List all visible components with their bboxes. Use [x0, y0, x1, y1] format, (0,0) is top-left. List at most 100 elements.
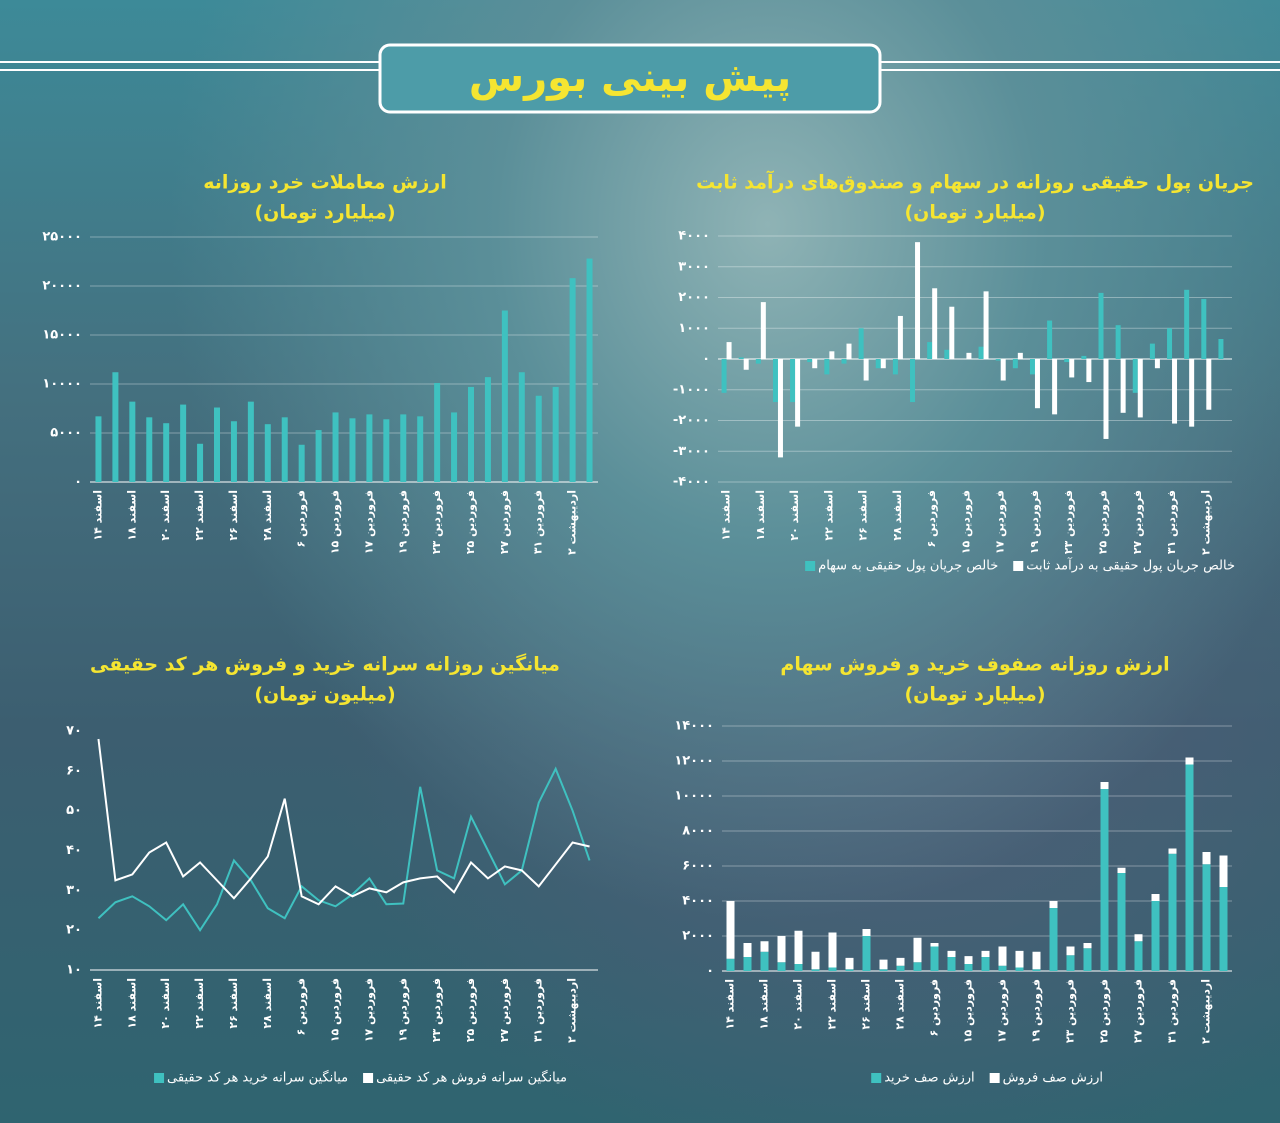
legend-label: خالص جریان پول حقیقی به درآمد ثابت — [1026, 557, 1235, 574]
x-tick-label: فروردین ۶ — [295, 490, 308, 547]
chart-title: ارزش معاملات خرد روزانه — [203, 172, 446, 194]
x-tick-label: فروردین ۶ — [928, 979, 941, 1036]
bar-segment — [981, 950, 990, 957]
bar — [1189, 359, 1195, 427]
bar — [726, 342, 732, 359]
x-tick-label: فروردین ۳۱ — [1166, 979, 1179, 1043]
bar-segment — [1083, 943, 1092, 949]
x-tick-label: فروردین ۱۷ — [994, 490, 1007, 554]
legend-swatch — [363, 1073, 374, 1083]
x-tick-label: اسفند ۱۸ — [758, 979, 771, 1030]
bar — [1098, 292, 1104, 359]
bar — [721, 359, 727, 393]
y-tick-label: ۶۰ — [66, 763, 82, 778]
legend-label: میانگین سرانه فروش هر کد حقیقی — [376, 1070, 567, 1086]
bar — [790, 359, 796, 403]
x-tick-label: فروردین ۱۹ — [396, 978, 409, 1042]
legend-swatch — [154, 1073, 165, 1083]
bar-segment — [1032, 969, 1041, 971]
y-tick-label: ۲۰ — [66, 923, 82, 938]
bar-segment — [1049, 901, 1058, 908]
bar — [1120, 359, 1126, 413]
bar — [966, 352, 972, 359]
bar — [795, 359, 801, 427]
bar — [1017, 352, 1023, 359]
bar-segment — [998, 946, 1007, 966]
bar — [180, 404, 187, 482]
bar — [400, 414, 407, 482]
x-tick-label: اردیبهشت ۲ — [1200, 979, 1213, 1044]
bar — [875, 359, 881, 369]
y-tick-label: ۴۰۰۰ — [678, 229, 710, 244]
x-tick-label: فروردین ۲۳ — [430, 490, 443, 554]
bar — [1052, 359, 1058, 415]
bar-segment — [811, 951, 820, 970]
x-tick-label: فروردین ۶ — [925, 490, 938, 547]
x-tick-label: اسفند ۲۸ — [891, 490, 904, 541]
bar — [927, 342, 933, 359]
legend-swatch — [989, 1073, 1000, 1083]
header: پیش بینی بورس — [0, 43, 1280, 114]
x-tick-label: اسفند ۲۰ — [159, 490, 172, 541]
bar-segment — [1219, 855, 1228, 887]
bar — [1029, 359, 1035, 375]
x-tick-label: اسفند ۱۸ — [125, 978, 138, 1029]
bar — [1132, 359, 1138, 393]
bar — [910, 359, 916, 403]
legend-swatch — [805, 561, 816, 571]
bar-segment — [777, 936, 786, 963]
x-tick-label: فروردین ۲۳ — [1064, 979, 1077, 1043]
bar — [897, 315, 903, 359]
x-tick-label: اسفند ۲۸ — [894, 979, 907, 1030]
bar — [484, 377, 491, 482]
bar — [1047, 320, 1053, 359]
y-tick-label: ۱۴۰۰۰ — [674, 719, 714, 734]
chart-subtitle: (میلیارد تومان) — [254, 202, 395, 224]
y-tick-label: ۳۰ — [66, 883, 82, 898]
bar — [535, 395, 542, 482]
bar — [807, 359, 813, 363]
x-tick-label: فروردین ۱۵ — [962, 979, 975, 1043]
bar — [518, 372, 525, 482]
x-tick-label: فروردین ۱۷ — [996, 979, 1009, 1043]
page-title: پیش بینی بورس — [469, 55, 791, 101]
bar-segment — [964, 964, 973, 971]
bar — [1115, 325, 1121, 359]
x-tick-label: فروردین ۲۷ — [1131, 490, 1144, 554]
bar — [841, 359, 847, 364]
bar — [264, 424, 271, 482]
x-tick-label: اسفند ۲۲ — [193, 490, 206, 541]
bar-segment — [879, 959, 888, 970]
bar — [978, 346, 984, 359]
y-tick-label: ۱۰ — [66, 963, 82, 978]
x-tick-label: اسفند ۲۰ — [788, 490, 801, 541]
bar-segment — [1219, 887, 1228, 971]
bar-segment — [862, 936, 871, 971]
x-tick-label: فروردین ۳۱ — [532, 978, 545, 1042]
bar-segment — [828, 932, 837, 968]
bar — [1137, 359, 1143, 418]
bar — [1012, 359, 1018, 369]
y-tick-label: ۶۰۰۰ — [682, 859, 714, 874]
x-tick-label: اسفند ۲۰ — [792, 979, 805, 1030]
x-tick-label: فروردین ۱۹ — [396, 490, 409, 554]
bar-segment — [760, 941, 769, 952]
x-tick-label: اسفند ۱۴ — [724, 979, 737, 1030]
y-tick-label: -۲۰۰۰ — [673, 413, 710, 428]
x-tick-label: اردیبهشت ۲ — [566, 978, 579, 1043]
bar — [983, 291, 989, 359]
bar — [1086, 359, 1092, 383]
bar — [1069, 359, 1075, 378]
y-tick-label: ۲۰۰۰۰ — [42, 279, 82, 294]
bar — [468, 386, 474, 482]
x-tick-label: اسفند ۲۲ — [822, 490, 835, 541]
x-tick-label: فروردین ۲۷ — [498, 490, 511, 554]
bar — [777, 359, 783, 458]
bar-segment — [930, 946, 939, 971]
x-tick-label: اسفند ۲۶ — [227, 490, 240, 541]
bar — [569, 278, 576, 482]
bar — [944, 349, 950, 359]
x-tick-label: اردیبهشت ۲ — [566, 490, 579, 555]
bar-segment — [1100, 782, 1109, 789]
